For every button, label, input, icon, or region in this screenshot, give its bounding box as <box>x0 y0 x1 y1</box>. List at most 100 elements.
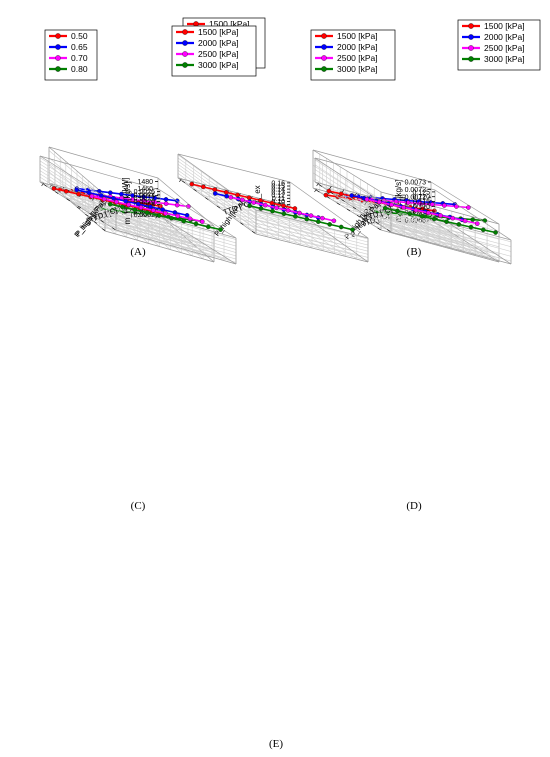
box-edge <box>48 146 159 179</box>
back-wall-grid-line <box>115 211 237 247</box>
y-tick <box>318 184 322 187</box>
floor-grid-line <box>100 220 221 255</box>
chart-svg-b: 0.00680.00690.00700.00710.00720.0073m_H2… <box>312 19 541 263</box>
x-tick <box>316 182 319 187</box>
y-tick <box>336 202 340 205</box>
z-tick-label: 0.15 <box>271 184 285 191</box>
floor-grid-line <box>99 225 209 258</box>
y-tick <box>216 205 221 209</box>
z-tick-label: 0.0062 <box>134 212 156 219</box>
z-tick-label: 0.0071 <box>405 195 427 202</box>
legend-entry-label: 1500 [kPa] <box>337 31 378 41</box>
z-tick-label: 1480 <box>137 179 153 186</box>
legend: 1500 [kPa]2000 [kPa]2500 [kPa]3000 [kPa] <box>310 29 396 81</box>
z-tick-label: 0.13 <box>271 190 285 197</box>
data-point <box>293 214 298 219</box>
y-tick <box>205 197 209 200</box>
chart-svg-c: 0.00620.00640.00660.00680.00700.00720.00… <box>39 29 237 265</box>
data-point <box>438 213 443 218</box>
y-tick <box>228 214 232 217</box>
box-edge <box>104 230 215 263</box>
data-point <box>258 198 263 203</box>
back-wall-grid-line <box>255 213 369 243</box>
side-wall-grid-line <box>312 157 382 200</box>
data-point <box>156 213 162 218</box>
data-point <box>407 211 412 216</box>
z-tick-label: 0.16 <box>271 180 285 187</box>
floor-grid-line <box>375 221 496 255</box>
data-point <box>174 202 180 208</box>
data-point <box>401 205 406 210</box>
x-tick <box>314 188 317 193</box>
z-tick-label: 0.110 <box>413 204 430 211</box>
floor-grid-line <box>189 180 268 238</box>
y-tick <box>112 227 116 230</box>
side-wall-grid-line <box>177 166 257 224</box>
data-point <box>247 203 252 209</box>
data-point <box>163 201 169 206</box>
data-point <box>51 186 57 191</box>
legend-entry-label: 3000 [kPa] <box>484 54 525 64</box>
x-tick <box>179 178 182 182</box>
data-point <box>63 188 69 194</box>
data-point <box>181 218 187 224</box>
data-point <box>130 197 135 202</box>
data-point <box>405 200 411 205</box>
z-axis-label: η_ex <box>253 185 262 202</box>
back-wall-grid-line <box>390 228 512 262</box>
data-point <box>320 215 325 221</box>
legend-entry-label: 2500 [kPa] <box>337 53 378 63</box>
y-tick <box>316 189 320 193</box>
legend-swatch-marker <box>321 55 327 61</box>
x-tick <box>329 186 332 190</box>
data-point <box>338 224 344 230</box>
data-point <box>269 200 275 206</box>
floor-grid-line <box>70 188 127 238</box>
legend-entry-label: 0.70 <box>71 53 88 63</box>
data-point <box>417 201 423 206</box>
box-edge <box>390 231 512 265</box>
z-tick-label: 0.0074 <box>134 192 156 199</box>
floor-grid-line <box>51 185 129 234</box>
legend-swatch-marker <box>55 33 61 39</box>
legend-swatch-marker <box>55 55 61 61</box>
data-point <box>292 206 298 211</box>
back-wall-grid-line <box>255 229 369 258</box>
y-tick <box>85 213 89 217</box>
box-edge <box>434 189 512 241</box>
side-wall-grid-line <box>314 178 392 230</box>
back-wall-grid-line <box>115 224 237 260</box>
box-edge <box>159 189 237 239</box>
z-tick-label: 0.0072 <box>405 187 427 194</box>
data-point <box>212 191 218 196</box>
data-point <box>364 196 370 202</box>
data-point <box>224 193 229 199</box>
y-tick <box>181 180 186 184</box>
y-tick <box>357 215 361 218</box>
z-tick-label: 0.120 <box>412 194 430 201</box>
data-point <box>382 205 388 211</box>
y-tick <box>251 230 256 234</box>
legend-entry-label: 1500 [kPa] <box>209 19 250 29</box>
legend-swatch-marker <box>182 62 188 68</box>
z-tick-label: 0.125 <box>412 189 430 196</box>
series-line <box>366 198 478 225</box>
data-point <box>326 188 332 194</box>
data-point <box>212 187 217 192</box>
z-tick-label: 0.09 <box>271 202 285 209</box>
data-point <box>285 208 291 213</box>
legend-swatch-marker <box>182 51 188 57</box>
z-tick-label: 0.10 <box>271 199 285 206</box>
series-line <box>91 195 203 223</box>
side-wall-grid-line <box>177 160 257 218</box>
floor-grid-line <box>224 211 337 240</box>
data-point <box>76 191 81 197</box>
legend-box <box>44 29 98 81</box>
data-point <box>169 215 174 221</box>
side-wall-grid-line <box>39 176 117 226</box>
data-point <box>395 208 400 214</box>
box-edge <box>255 233 369 263</box>
floor-grid-line <box>75 191 153 241</box>
back-wall-grid-line <box>115 215 237 250</box>
back-wall-grid-line <box>380 222 500 255</box>
